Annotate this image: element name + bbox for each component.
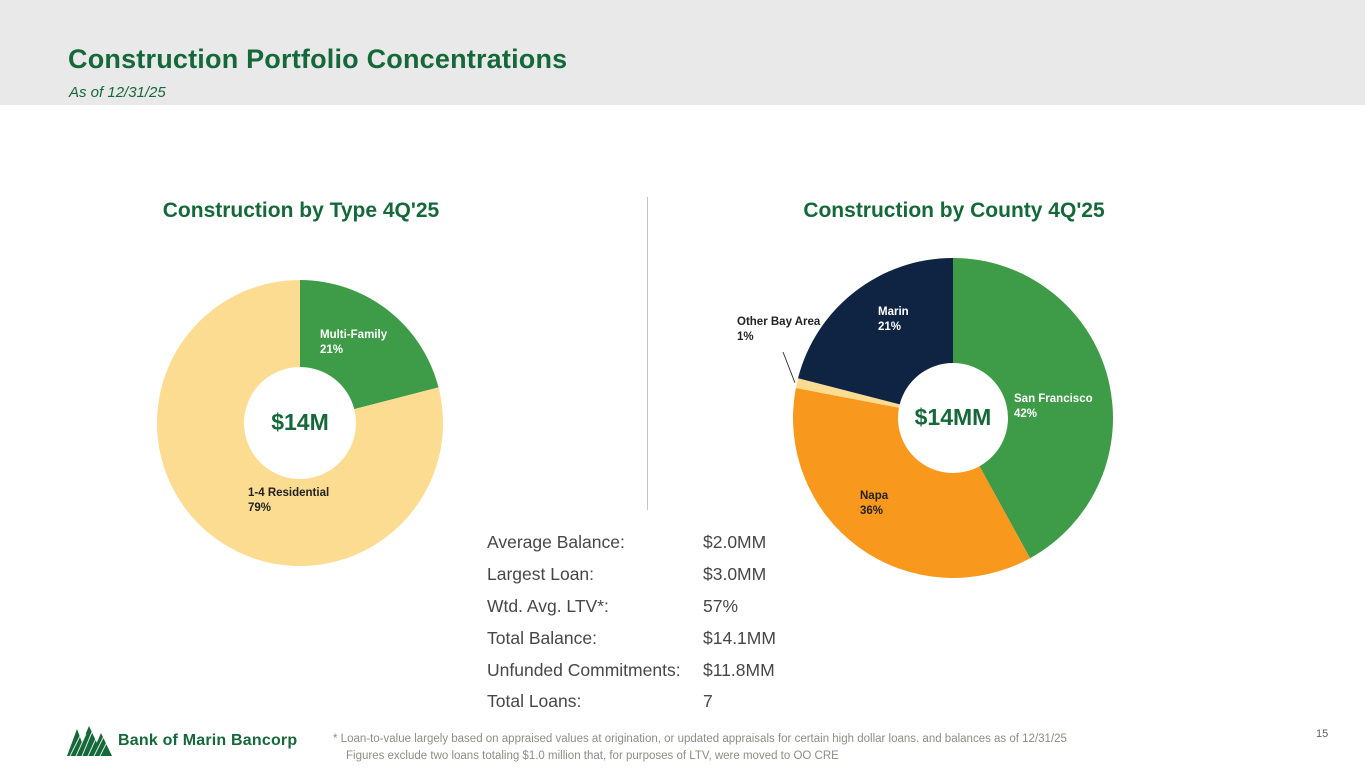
stat-label: Total Loans:	[487, 691, 582, 712]
donut-chart-by-type: Multi-Family 21% 1-4 Residential 79% $14M	[156, 280, 443, 566]
stats-table: Average Balance: $2.0MM Largest Loan: $3…	[487, 527, 776, 718]
divider-line	[647, 197, 648, 510]
donut-slice-napa	[793, 388, 1031, 578]
chart-title-by-type: Construction by Type 4Q'25	[162, 199, 440, 222]
leader-line	[782, 351, 796, 383]
stat-value: $11.8MM	[703, 659, 775, 680]
stat-row: Average Balance: $2.0MM	[487, 527, 776, 559]
donut-center-label: $14MM	[915, 404, 992, 430]
stat-row: Total Balance: $14.1MM	[487, 622, 776, 654]
stat-label: Total Balance:	[487, 627, 597, 648]
stat-label: Wtd. Avg. LTV*:	[487, 595, 609, 616]
footnote: * Loan-to-value largely based on apprais…	[333, 731, 1067, 764]
stat-row: Total Loans: 7	[487, 686, 776, 718]
donut-slice-1-4-residential	[156, 280, 443, 566]
header-band: Construction Portfolio Concentrations As…	[0, 0, 1365, 105]
donut-chart-by-county: San Francisco 42% Napa 36% Other Bay Area 1% M…	[737, 258, 1113, 578]
footnote-line-1: * Loan-to-value largely based on apprais…	[333, 733, 1067, 745]
donut-center-label: $14M	[271, 409, 329, 435]
slice-label-multi-family: Multi-Family 21%	[320, 329, 388, 356]
stat-value: 7	[703, 691, 713, 712]
slice-label-marin: Marin 21%	[878, 306, 909, 333]
slice-label-san-francisco: San Francisco 42%	[1014, 393, 1093, 420]
footnote-line-2: Figures exclude two loans totaling $1.0 …	[346, 749, 839, 762]
stat-label: Average Balance:	[487, 532, 625, 553]
slice-label-napa: Napa 36%	[860, 490, 889, 517]
stat-row: Largest Loan: $3.0MM	[487, 559, 776, 591]
stat-value: $2.0MM	[703, 532, 767, 553]
slice-label-other-bay-area: Other Bay Area 1%	[737, 316, 821, 343]
chart-title-by-county: Construction by County 4Q'25	[803, 199, 1105, 222]
donut-slice-multi-family	[300, 280, 439, 410]
logo-text: Bank of Marin Bancorp	[118, 732, 298, 749]
slide-title: Construction Portfolio Concentrations	[68, 44, 568, 74]
slide-subtitle: As of 12/31/25	[69, 84, 166, 101]
donut-slice-san-francisco	[953, 258, 1113, 559]
stat-row: Unfunded Commitments: $11.8MM	[487, 654, 776, 686]
stat-value: $14.1MM	[703, 627, 776, 648]
stat-label: Unfunded Commitments:	[487, 659, 681, 680]
donut-slice-marin	[798, 258, 953, 405]
stat-value: 57%	[703, 595, 739, 616]
bank-of-marin-logo-icon	[67, 726, 112, 756]
page-number: 15	[1316, 728, 1329, 740]
stat-value: $3.0MM	[703, 564, 767, 585]
stat-row: Wtd. Avg. LTV*: 57%	[487, 591, 776, 623]
slice-label-1-4-residential: 1-4 Residential 79%	[248, 487, 329, 514]
bank-of-marin-logo: Bank of Marin Bancorp	[66, 726, 297, 756]
donut-slice-other-bay-area	[795, 378, 900, 408]
stat-label: Largest Loan:	[487, 564, 595, 585]
